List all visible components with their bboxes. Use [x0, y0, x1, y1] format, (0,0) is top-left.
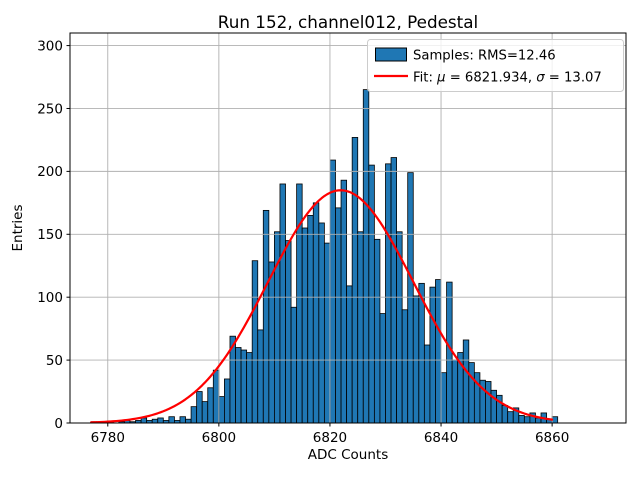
histogram-bar — [362, 89, 370, 424]
histogram-bar — [323, 242, 331, 424]
axes-spines — [69, 32, 627, 424]
tick-labels: 6780 6800 6820 6840 6860 0 50 100 150 200 250 300 — [37, 38, 569, 446]
histogram-bar — [523, 416, 531, 424]
histogram-bar — [340, 179, 348, 424]
histogram-bar — [235, 347, 242, 424]
histogram-bar — [373, 238, 381, 424]
histogram-bar — [307, 215, 314, 424]
tick-marks — [66, 45, 553, 427]
histogram-bar — [151, 418, 159, 424]
histogram-bar — [407, 172, 414, 424]
histogram-bar — [201, 401, 209, 424]
legend: Samples: RMS=12.46 Fit: μ = 6821.934, σ … — [367, 39, 624, 92]
histogram-bar — [518, 415, 525, 424]
histogram-bar — [196, 391, 203, 424]
histogram-bar — [507, 411, 514, 424]
histogram-bar — [368, 164, 375, 424]
fit-curve-layer — [90, 189, 554, 424]
histogram-bar — [290, 306, 298, 424]
histogram-bar — [296, 183, 303, 424]
histogram-bar — [468, 362, 475, 424]
histogram-bar — [418, 282, 425, 424]
y-tick-label: 200 — [37, 164, 63, 180]
legend-fit-label: Fit: μ = 6821.934, σ = 13.07 — [413, 71, 602, 86]
histogram-bar — [212, 369, 220, 424]
histogram-bar — [440, 372, 447, 424]
fit-curve — [90, 189, 554, 424]
histogram-bar — [285, 240, 292, 424]
histogram-bar — [301, 227, 309, 424]
histogram-bar — [329, 159, 336, 424]
histogram-bar — [318, 222, 325, 424]
histogram-bar — [251, 260, 259, 424]
histogram-bar — [379, 313, 386, 424]
histogram-bar — [435, 279, 442, 424]
histogram-bar — [207, 387, 214, 424]
histogram-bar — [246, 352, 253, 424]
histogram-bar — [312, 202, 320, 424]
histogram-bar — [140, 417, 148, 424]
y-tick-label: 300 — [37, 38, 63, 54]
legend-samples-label: Samples: RMS=12.46 — [413, 49, 556, 64]
histogram-bar — [279, 183, 286, 424]
histogram-bar — [218, 396, 225, 424]
histogram-bar — [501, 404, 509, 424]
x-tick-label: 6840 — [424, 430, 458, 446]
x-tick-label: 6820 — [313, 430, 347, 446]
y-tick-label: 250 — [37, 101, 63, 117]
histogram-bar — [335, 207, 342, 424]
chart-title: Run 152, channel012, Pedestal — [218, 12, 478, 32]
histogram-bar — [240, 349, 248, 424]
legend-box — [367, 39, 624, 92]
y-tick-label: 50 — [46, 353, 63, 369]
histogram-bars — [90, 89, 559, 424]
x-tick-label: 6860 — [535, 430, 569, 446]
histogram-bar — [346, 285, 353, 424]
histogram-bar — [485, 381, 492, 424]
x-tick-label: 6800 — [202, 430, 236, 446]
histogram-bar — [429, 286, 436, 424]
histogram-bar — [224, 378, 231, 424]
legend-samples-swatch — [375, 47, 407, 62]
histogram-bar — [268, 261, 275, 424]
histogram-bar — [451, 359, 459, 424]
x-tick-label: 6780 — [91, 430, 125, 446]
histogram-bar — [390, 157, 397, 424]
histogram-bar — [412, 295, 420, 424]
histogram-bar — [357, 231, 364, 424]
histogram-bar — [190, 406, 198, 424]
histogram-bar — [257, 329, 264, 424]
y-tick-label: 100 — [37, 290, 63, 306]
histogram-bar — [351, 137, 359, 424]
y-tick-label: 150 — [37, 227, 63, 243]
histogram-bar — [423, 344, 431, 424]
histogram-bar — [168, 416, 175, 424]
y-tick-label: 0 — [54, 416, 63, 432]
histogram-bar — [401, 309, 409, 424]
histogram-bar — [262, 209, 270, 424]
histogram-bar — [179, 416, 186, 424]
y-axis-label: Entries — [10, 204, 26, 251]
histogram-bar — [462, 339, 470, 424]
histogram-bar — [385, 163, 392, 424]
histogram-bar — [157, 417, 164, 424]
histogram-bar — [185, 418, 192, 424]
histogram-bar — [446, 281, 453, 424]
x-axis-label: ADC Counts — [308, 447, 388, 463]
